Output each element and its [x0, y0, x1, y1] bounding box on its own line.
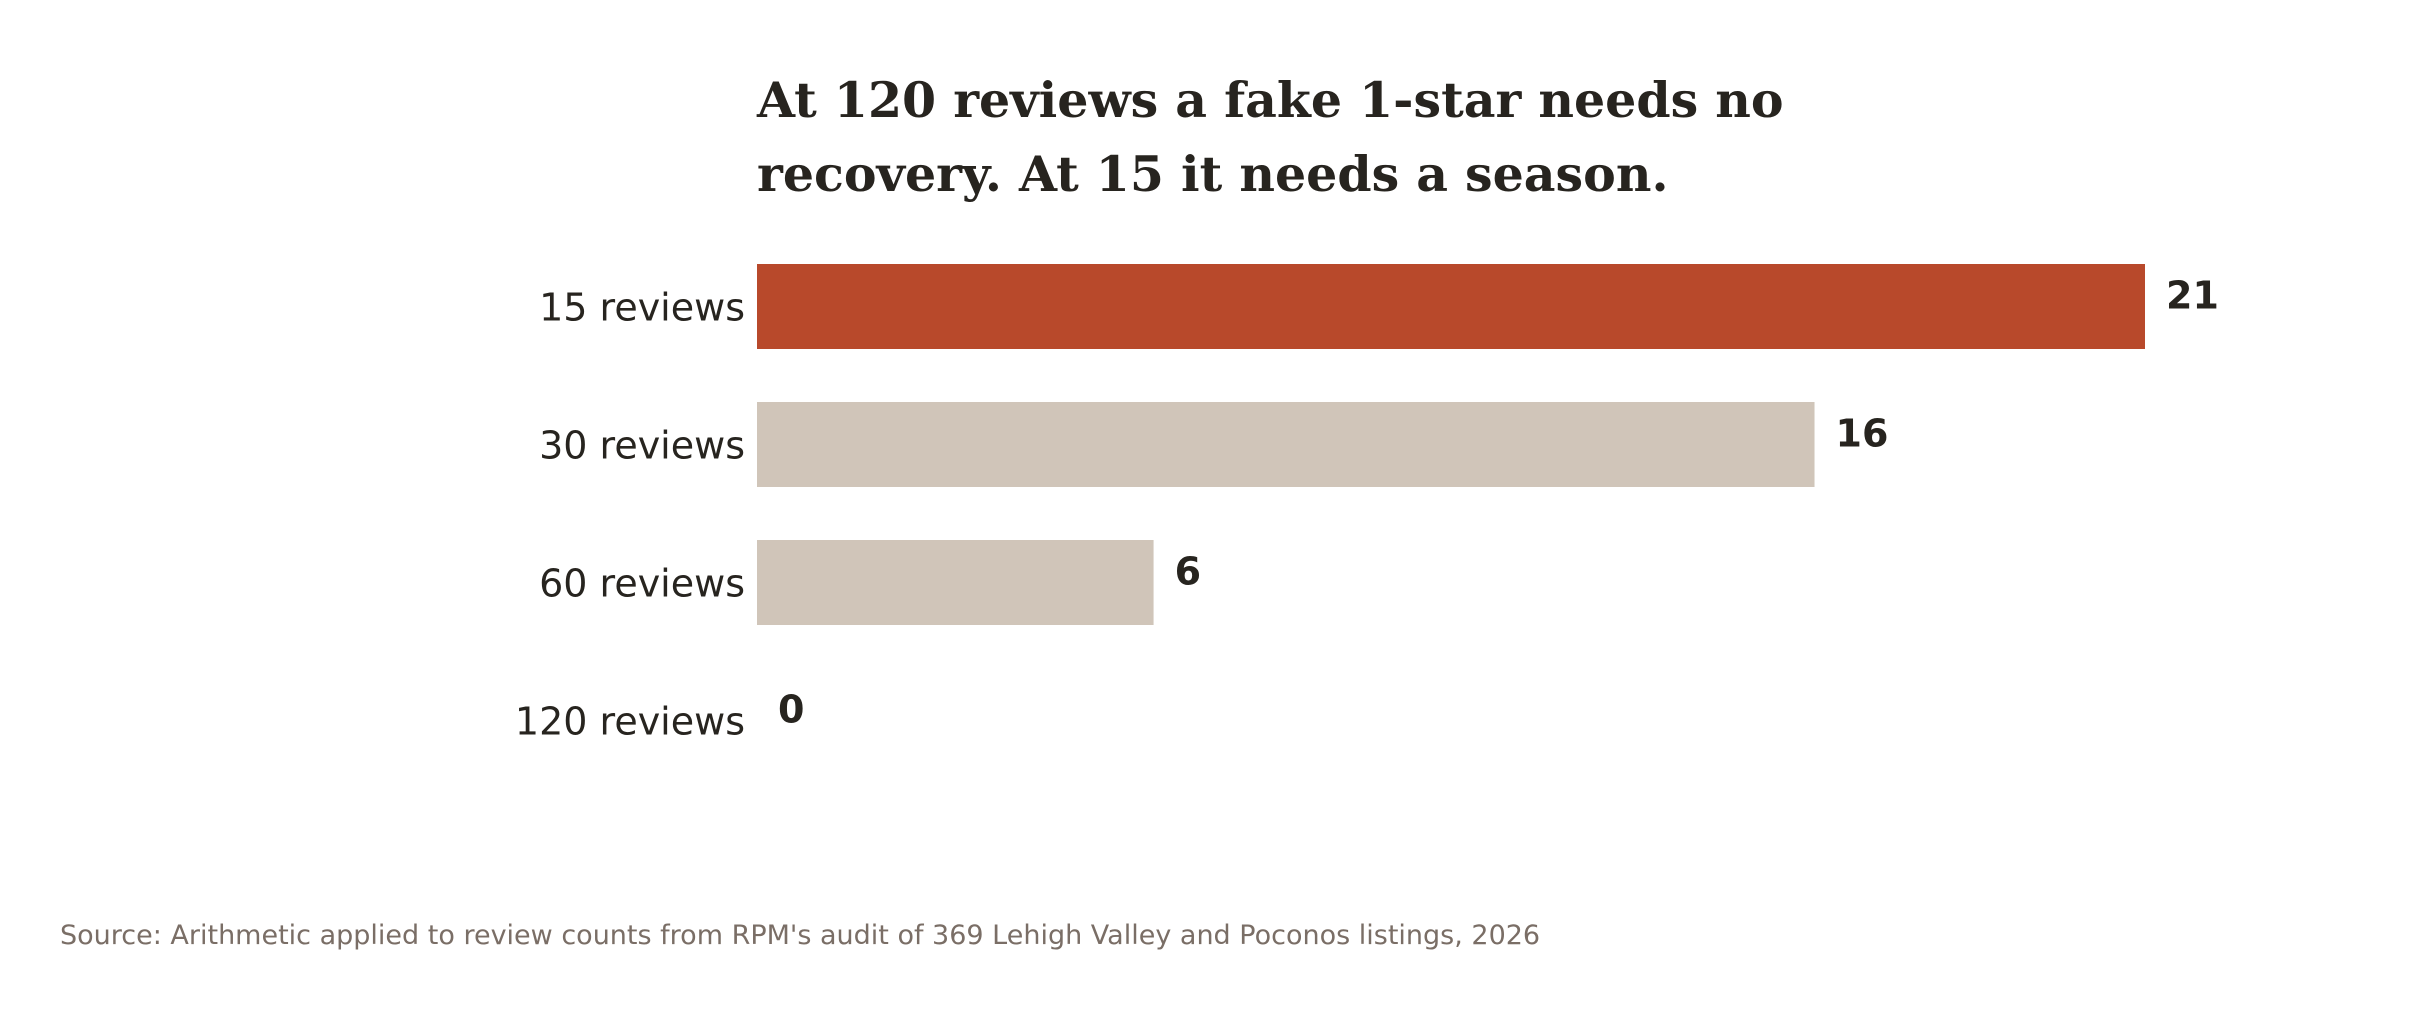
value-label: 6 — [1175, 550, 1201, 594]
source-note: Source: Arithmetic applied to review cou… — [60, 920, 1540, 951]
chart-title-line-2: recovery. At 15 it needs a season. — [757, 145, 1669, 203]
bar-group: 15 reviews 21 30 reviews 16 60 reviews 6 120 r… — [515, 264, 2219, 744]
category-label: 15 reviews — [539, 286, 745, 330]
chart-title-line-1: At 120 reviews a fake 1-star needs no — [756, 71, 1784, 129]
bar — [757, 264, 2145, 349]
category-label: 120 reviews — [515, 700, 745, 744]
bar — [757, 540, 1154, 625]
value-label: 0 — [778, 688, 804, 732]
value-label: 16 — [1836, 412, 1889, 456]
category-label: 60 reviews — [539, 562, 745, 606]
chart-title: At 120 reviews a fake 1-star needs no re… — [756, 71, 1784, 203]
bar — [757, 402, 1815, 487]
category-label: 30 reviews — [539, 424, 745, 468]
value-label: 21 — [2166, 274, 2219, 318]
